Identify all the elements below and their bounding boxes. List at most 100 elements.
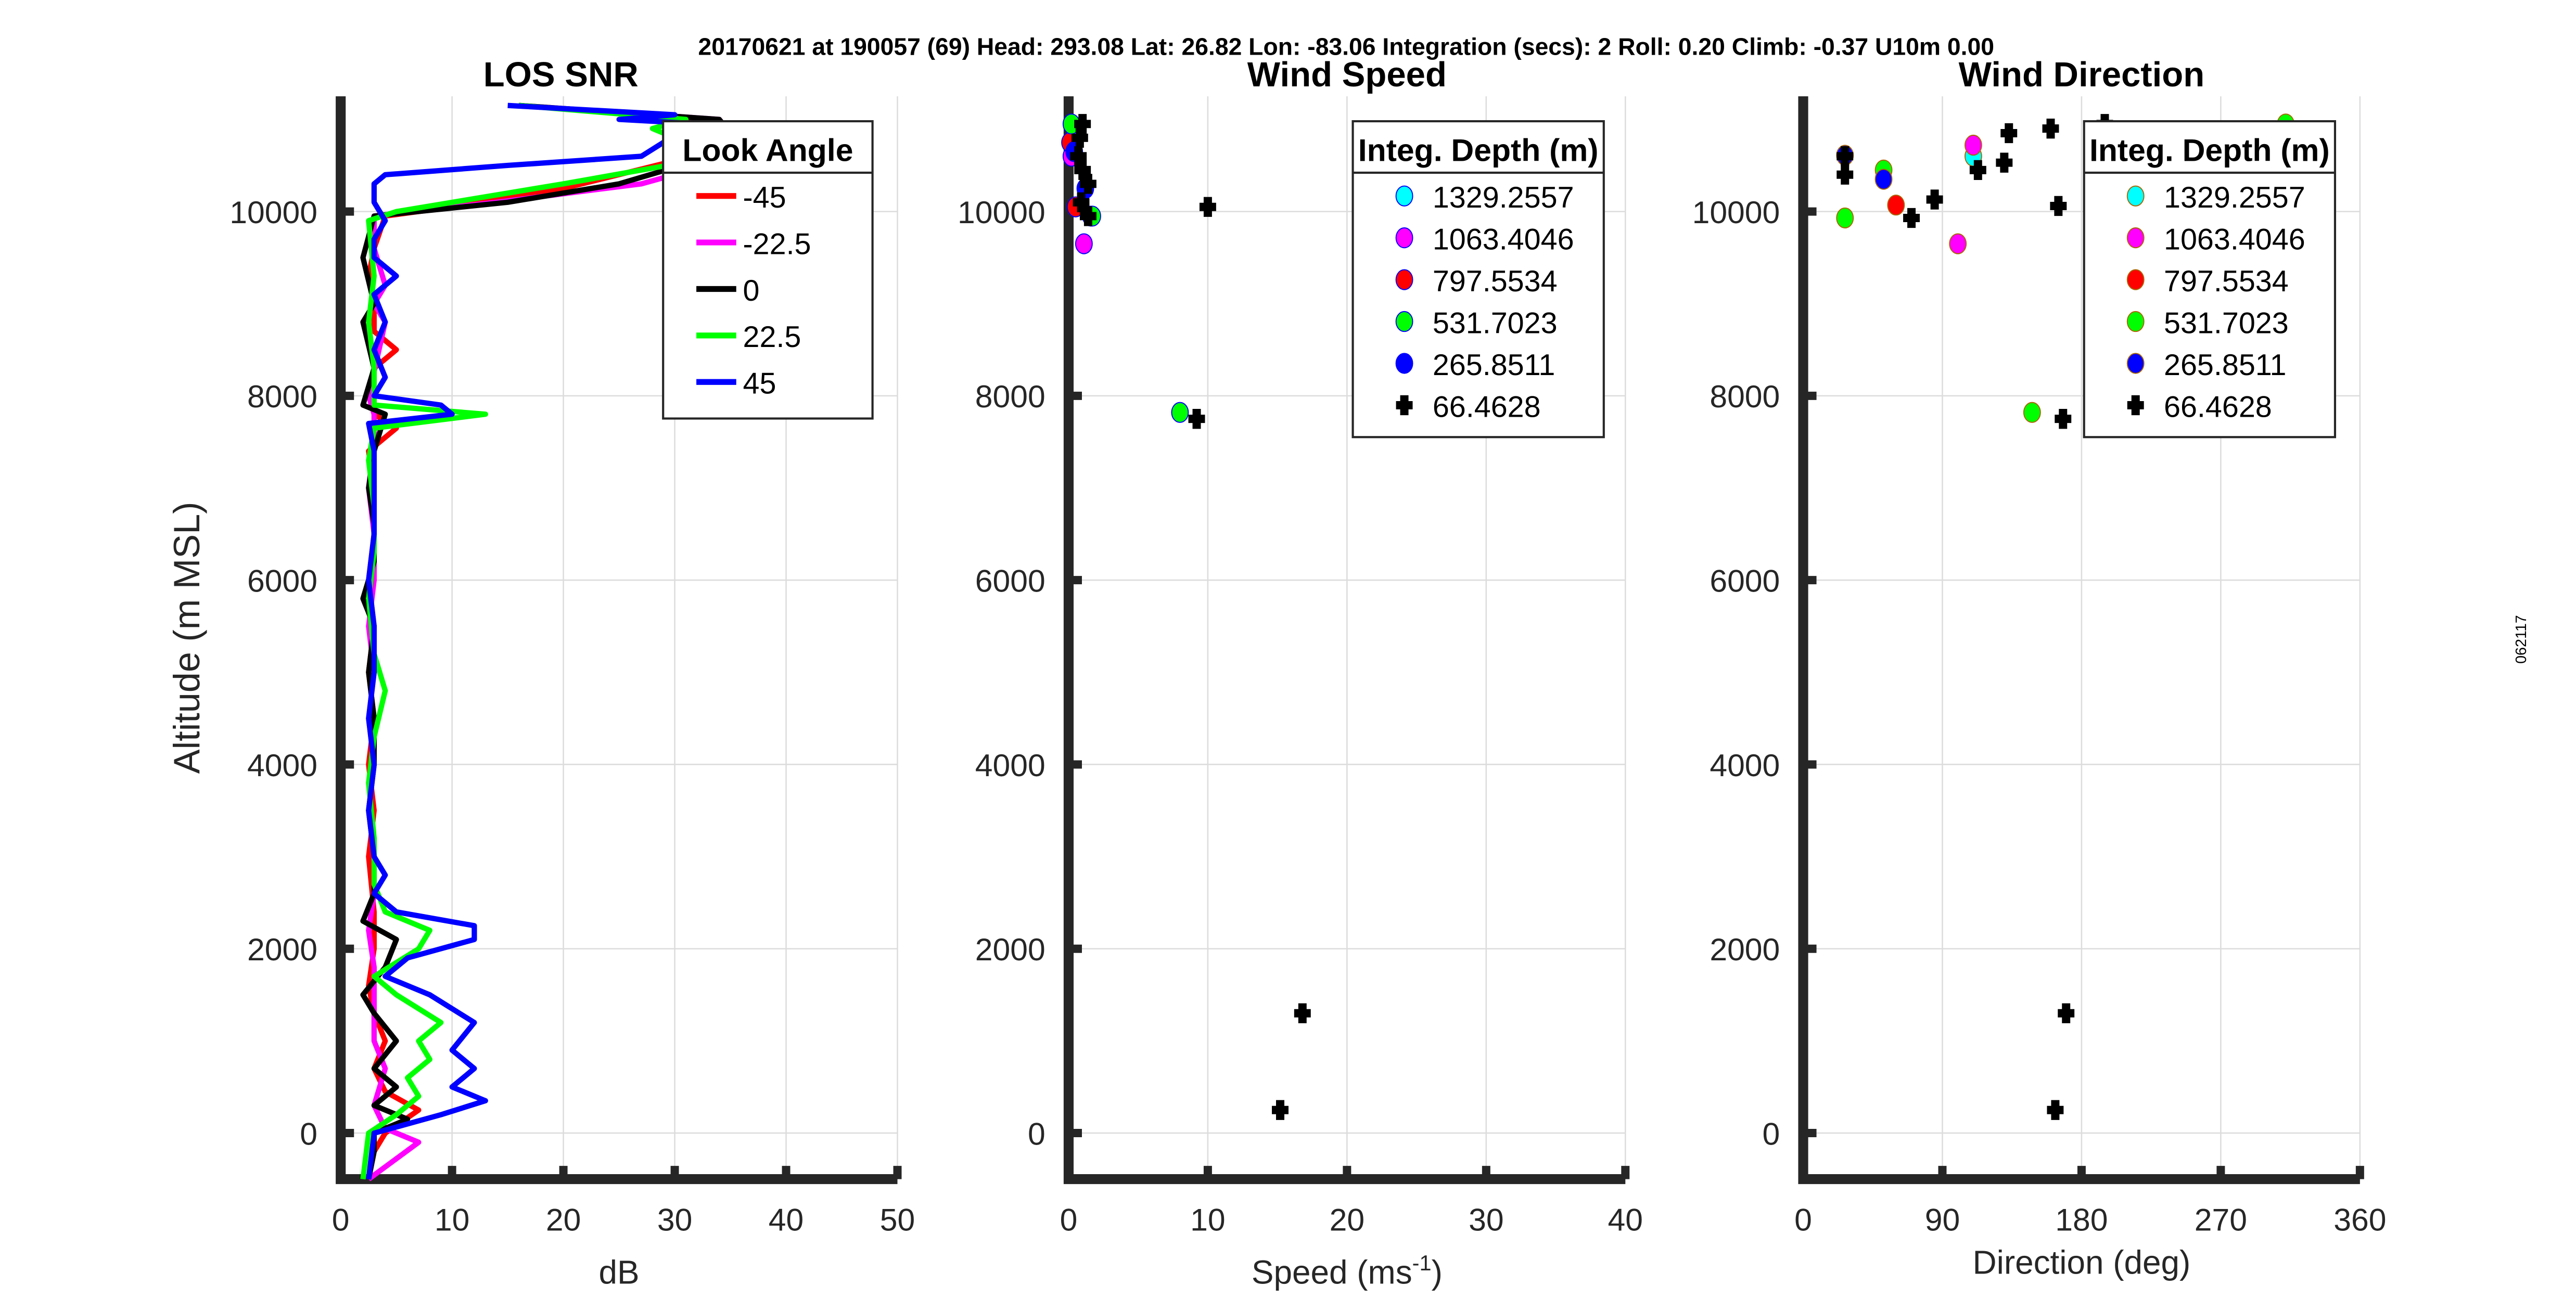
legend-marker [1395, 185, 1413, 207]
legend-item[interactable]: 531.7023 [1395, 306, 1558, 340]
legend-label: 22.5 [743, 320, 801, 354]
x-tick-label: 10 [1190, 1202, 1225, 1238]
legend-marker [2126, 269, 2145, 290]
legend-item[interactable]: 1329.2557 [2126, 181, 2305, 214]
data-point-cross [2047, 1100, 2064, 1120]
legend-label: 1063.4046 [2164, 223, 2305, 256]
y-tick-label: 8000 [247, 379, 317, 414]
data-point-cross [1188, 409, 1205, 429]
legend-marker [2126, 311, 2145, 332]
legend-item[interactable]: 66.4628 [1396, 390, 1541, 423]
legend-item[interactable]: 265.8511 [1395, 349, 1555, 382]
legend-label: 66.4628 [2164, 390, 2272, 423]
legend-title: Integ. Depth (m) [1358, 133, 1599, 168]
x-tick-label: 40 [1608, 1202, 1643, 1238]
legend-item[interactable]: 797.5534 [1395, 265, 1558, 298]
y-tick-label: 10000 [958, 195, 1045, 230]
y-tick-label: 6000 [247, 563, 317, 599]
data-point [1075, 233, 1093, 254]
legend-marker [2126, 353, 2145, 374]
legend-item[interactable]: 797.5534 [2126, 265, 2289, 298]
x-tick-label: 50 [880, 1202, 915, 1238]
legend-item[interactable]: 1063.4046 [1395, 223, 1574, 256]
y-tick-label: 4000 [975, 748, 1045, 783]
data-point [2023, 402, 2041, 423]
x-tick-label: 20 [1330, 1202, 1364, 1238]
x-tick-label: 360 [2333, 1202, 2386, 1238]
legend-title: Look Angle [682, 133, 853, 168]
snr-line-22.5 [360, 102, 722, 1180]
legend-marker [2126, 227, 2145, 249]
x-axis-label-superscript: -1 [1412, 1251, 1432, 1275]
panel-title: Wind Speed [1247, 55, 1447, 94]
legend-marker [1395, 311, 1413, 332]
series-797.5534 [1887, 195, 1905, 216]
legend-item[interactable]: 531.7023 [2126, 306, 2289, 340]
legend-box [2083, 120, 2337, 439]
y-tick-label: 8000 [1710, 379, 1780, 414]
x-tick-label: 10 [435, 1202, 469, 1238]
panel-wind-speed: 0 10 20 30 40 0 2000 4000 6000 8000 10000 Wind Spee… [958, 55, 1643, 1291]
data-point-cross [1079, 206, 1096, 226]
legend-label: 531.7023 [2164, 306, 2289, 340]
data-point [1964, 134, 1982, 156]
data-point-cross [2050, 196, 2067, 216]
legend-item[interactable]: -22.5 [696, 227, 811, 261]
data-point-cross [1272, 1100, 1289, 1120]
legend-item[interactable]: 1329.2557 [1395, 181, 1574, 214]
data-point-cross [2055, 409, 2072, 429]
snr-line-45 [366, 102, 789, 1180]
legend-item[interactable]: 45 [696, 367, 776, 401]
legend-label: 265.8511 [1433, 349, 1555, 382]
data-point-cross [1074, 160, 1091, 181]
y-tick-label: 6000 [975, 563, 1045, 599]
x-tick-label: 0 [332, 1202, 350, 1238]
x-tick-label: 30 [657, 1202, 692, 1238]
data-point-cross [1903, 208, 1920, 228]
data-point [1836, 207, 1854, 229]
legend-label: 797.5534 [1433, 265, 1558, 298]
legend-label: 531.7023 [1433, 306, 1558, 340]
data-point-cross [2000, 123, 2018, 144]
y-tick-label: 0 [1028, 1116, 1045, 1151]
legend-item[interactable]: 66.4628 [2127, 390, 2272, 423]
legend-label: 0 [743, 274, 760, 307]
legend-label: -45 [743, 181, 786, 214]
y-tick-label: 2000 [247, 932, 317, 967]
legend-label: 45 [743, 367, 776, 401]
legend-item[interactable]: 0 [696, 274, 759, 307]
legend-item[interactable]: 265.8511 [2126, 349, 2287, 382]
data-point-cross [1199, 197, 1216, 217]
y-tick-label: 0 [300, 1116, 317, 1151]
x-tick-label: 0 [1060, 1202, 1078, 1238]
legend-label: 265.8511 [2164, 349, 2286, 382]
y-tick-label: 10000 [1692, 195, 1780, 230]
x-tick-label: 20 [546, 1202, 581, 1238]
x-axis-label: dB [599, 1254, 640, 1291]
data-point-cross [1073, 192, 1090, 213]
y-tick-label: 0 [1763, 1116, 1780, 1151]
data-point-cross [1969, 160, 1986, 181]
x-tick-label: 0 [1794, 1202, 1812, 1238]
legend-label: -22.5 [743, 227, 811, 261]
legend: Look Angle -45 -22.5 0 22.5 45 [662, 120, 874, 420]
panel-wind-direction: 0 90 180 270 360 0 2000 4000 6000 8000 10000 Wind D… [1692, 55, 2387, 1281]
y-tick-label: 2000 [1710, 932, 1780, 967]
legend-marker-cross [2127, 395, 2144, 416]
data-point-cross [1996, 152, 2013, 173]
legend-item[interactable]: 22.5 [696, 320, 801, 354]
panel-los-snr: 0 10 20 30 40 50 0 2000 4000 6000 8000 10000 LOS SNR… [229, 55, 915, 1291]
y-tick-label: 6000 [1710, 563, 1780, 599]
data-point-cross [1070, 146, 1087, 166]
series-66.4628 [1070, 114, 1311, 1120]
x-axis-label: Speed (ms-1) [1252, 1251, 1443, 1291]
series-1063.4046 [1949, 134, 1982, 254]
data-point [1171, 402, 1189, 423]
legend-title: Integ. Depth (m) [2089, 133, 2330, 168]
y-tick-label: 4000 [247, 748, 317, 783]
legend-marker [1395, 269, 1413, 290]
legend-item[interactable]: 1063.4046 [2126, 223, 2305, 256]
legend: Integ. Depth (m) 1329.2557 1063.4046 797.55… [2083, 120, 2337, 439]
legend-item[interactable]: -45 [696, 181, 786, 214]
